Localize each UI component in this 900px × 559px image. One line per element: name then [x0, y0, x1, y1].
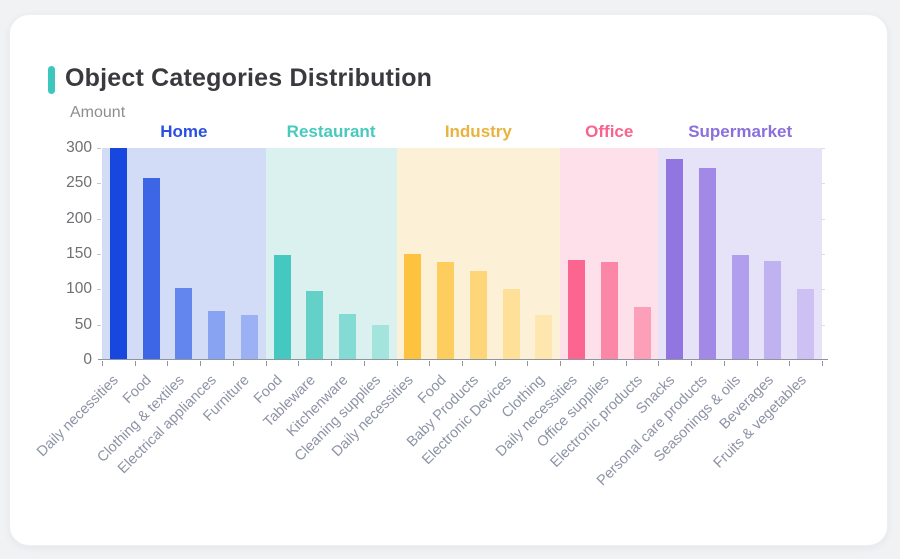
- x-axis-tick: [822, 361, 823, 366]
- chart-card: Object Categories Distribution Amount Ho…: [9, 14, 888, 546]
- x-axis-tick: [167, 361, 169, 366]
- bar-supermarket-personal-care-products[interactable]: [698, 167, 716, 360]
- x-axis-tick: [429, 361, 431, 366]
- x-axis-tick: [691, 361, 693, 366]
- x-axis-tick: [789, 361, 791, 366]
- bar-industry-baby-products[interactable]: [469, 270, 487, 360]
- group-label-supermarket: Supermarket: [688, 122, 793, 141]
- x-axis-tick: [331, 361, 333, 366]
- x-axis-tick: [363, 361, 365, 366]
- y-tick-label-250: 250: [66, 174, 92, 192]
- y-tick-label-0: 0: [83, 351, 92, 368]
- y-axis-tick-right: [821, 289, 825, 291]
- y-tick-label-50: 50: [74, 315, 92, 333]
- x-axis-tick: [527, 361, 529, 366]
- bar-office-office-supplies[interactable]: [600, 262, 618, 360]
- y-axis-tick-left: [97, 324, 101, 326]
- y-axis-tick-left: [97, 254, 101, 255]
- bar-office-electronic-products[interactable]: [633, 307, 651, 360]
- x-axis-tick: [494, 361, 496, 366]
- x-axis-tick: [134, 361, 136, 366]
- y-axis-tick-left: [97, 289, 101, 291]
- bar-supermarket-beverages[interactable]: [764, 261, 782, 360]
- x-axis-tick: [756, 361, 758, 366]
- x-axis-tick: [723, 361, 725, 366]
- bar-supermarket-fruits-vegetables[interactable]: [797, 288, 815, 360]
- bar-restaurant-tableware[interactable]: [306, 291, 324, 360]
- x-axis-tick: [658, 361, 660, 366]
- group-label-office: Office: [585, 122, 634, 141]
- bar-home-clothing-textiles[interactable]: [175, 287, 193, 360]
- x-axis-line: [98, 359, 828, 360]
- group-label-restaurant: Restaurant: [286, 122, 376, 141]
- bar-home-furniture[interactable]: [240, 314, 258, 360]
- x-axis-tick: [298, 361, 300, 366]
- y-axis-tick-left: [97, 148, 101, 149]
- bar-supermarket-seasonings-oils[interactable]: [731, 255, 749, 360]
- x-axis-tick: [625, 361, 627, 366]
- y-axis-tick-right: [821, 183, 825, 185]
- page-title: Object Categories Distribution: [65, 64, 433, 92]
- bar-industry-clothing[interactable]: [535, 315, 553, 360]
- bar-home-daily-necessities[interactable]: [109, 148, 127, 360]
- bar-industry-electronic-devices[interactable]: [502, 289, 520, 360]
- y-axis-tick-left: [97, 183, 101, 185]
- bar-industry-daily-necessities[interactable]: [404, 254, 422, 360]
- y-tick-label-200: 200: [66, 209, 92, 227]
- bar-industry-food[interactable]: [437, 262, 455, 360]
- y-tick-label-150: 150: [66, 245, 92, 262]
- x-axis-tick: [462, 361, 463, 366]
- y-axis-tick-right: [821, 324, 825, 326]
- x-axis-tick: [102, 361, 103, 366]
- y-tick-label-100: 100: [66, 280, 92, 298]
- bar-supermarket-snacks[interactable]: [666, 158, 684, 360]
- group-label-home: Home: [160, 122, 208, 141]
- y-axis-tick-right: [821, 148, 825, 149]
- x-axis-tick: [592, 361, 594, 366]
- y-tick-label-300: 300: [66, 139, 92, 156]
- bar-chart-plot-area: Home Restaurant Industry Office Supermarket D…: [34, 122, 828, 489]
- y-axis-tick-right: [821, 254, 825, 255]
- y-axis-tick-left: [97, 218, 101, 220]
- bar-restaurant-cleaning-supplies[interactable]: [371, 324, 389, 360]
- group-label-industry: Industry: [444, 122, 512, 141]
- bar-restaurant-kitchenware[interactable]: [338, 314, 356, 360]
- bar-home-food[interactable]: [142, 177, 160, 360]
- bar-restaurant-food[interactable]: [273, 255, 291, 360]
- x-axis-tick: [265, 361, 267, 366]
- x-axis-tick: [232, 361, 234, 366]
- x-axis-tick: [200, 361, 202, 366]
- bar-home-electrical-appliances[interactable]: [208, 311, 226, 360]
- bar-office-daily-necessities[interactable]: [568, 259, 586, 360]
- y-axis-name: Amount: [70, 104, 126, 121]
- y-axis-tick-right: [821, 218, 825, 220]
- x-axis-tick: [396, 361, 398, 366]
- x-axis-tick: [560, 361, 562, 366]
- title-accent-bar: [48, 66, 55, 94]
